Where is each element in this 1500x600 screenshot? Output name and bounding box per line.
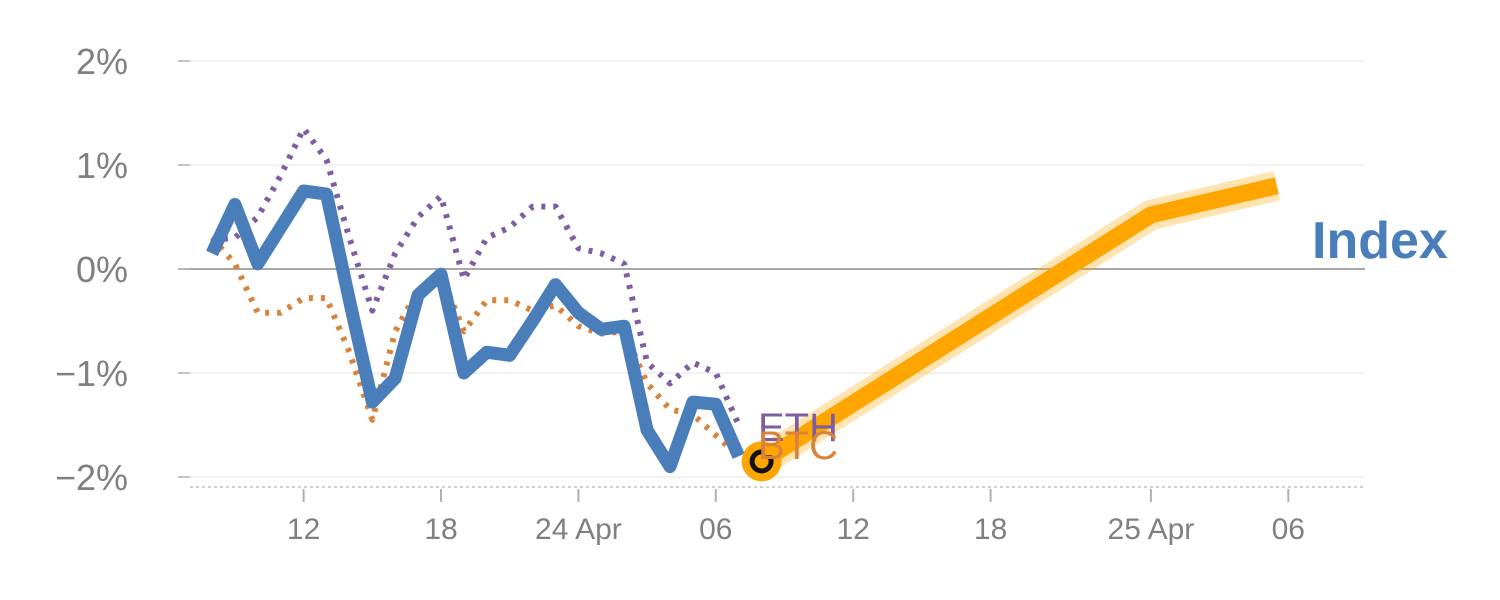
x-tick-label: 25 Apr [1108,513,1195,546]
y-tick-label: −1% [55,353,128,394]
x-tick-label: 06 [1272,513,1305,546]
index-line [206,184,745,474]
forecast-line [757,177,1279,469]
y-tick-label: 0% [76,249,128,290]
x-tick-label: 12 [287,513,320,546]
series-lines [206,125,1281,475]
current-value-marker [741,441,782,482]
x-axis-ticks: 12 18 24 Apr 06 12 18 25 Apr 06 [287,489,1305,546]
x-tick-label: 06 [699,513,732,546]
x-tick-label: 12 [837,513,870,546]
y-axis-ticks: 2% 1% 0% −1% −2% [55,41,128,498]
series-labels: ETH BTC Index [758,212,1448,468]
marker-ring-gap [764,445,774,456]
marker-ring [749,449,774,474]
y-tick-label: 1% [76,145,128,186]
btc-series-label: BTC [758,424,838,468]
y-tick-label: −2% [55,457,128,498]
index-series-label: Index [1312,212,1448,270]
x-tick-label: 18 [424,513,457,546]
eth-line [211,125,742,427]
y-tick-label: 2% [76,41,128,82]
btc-line [209,235,741,459]
x-tick-label: 24 Apr [535,513,622,546]
eth-series-label: ETH [758,406,838,450]
x-tick-label: 18 [974,513,1007,546]
